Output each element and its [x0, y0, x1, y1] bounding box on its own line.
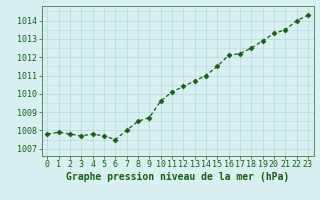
X-axis label: Graphe pression niveau de la mer (hPa): Graphe pression niveau de la mer (hPa) [66, 172, 289, 182]
